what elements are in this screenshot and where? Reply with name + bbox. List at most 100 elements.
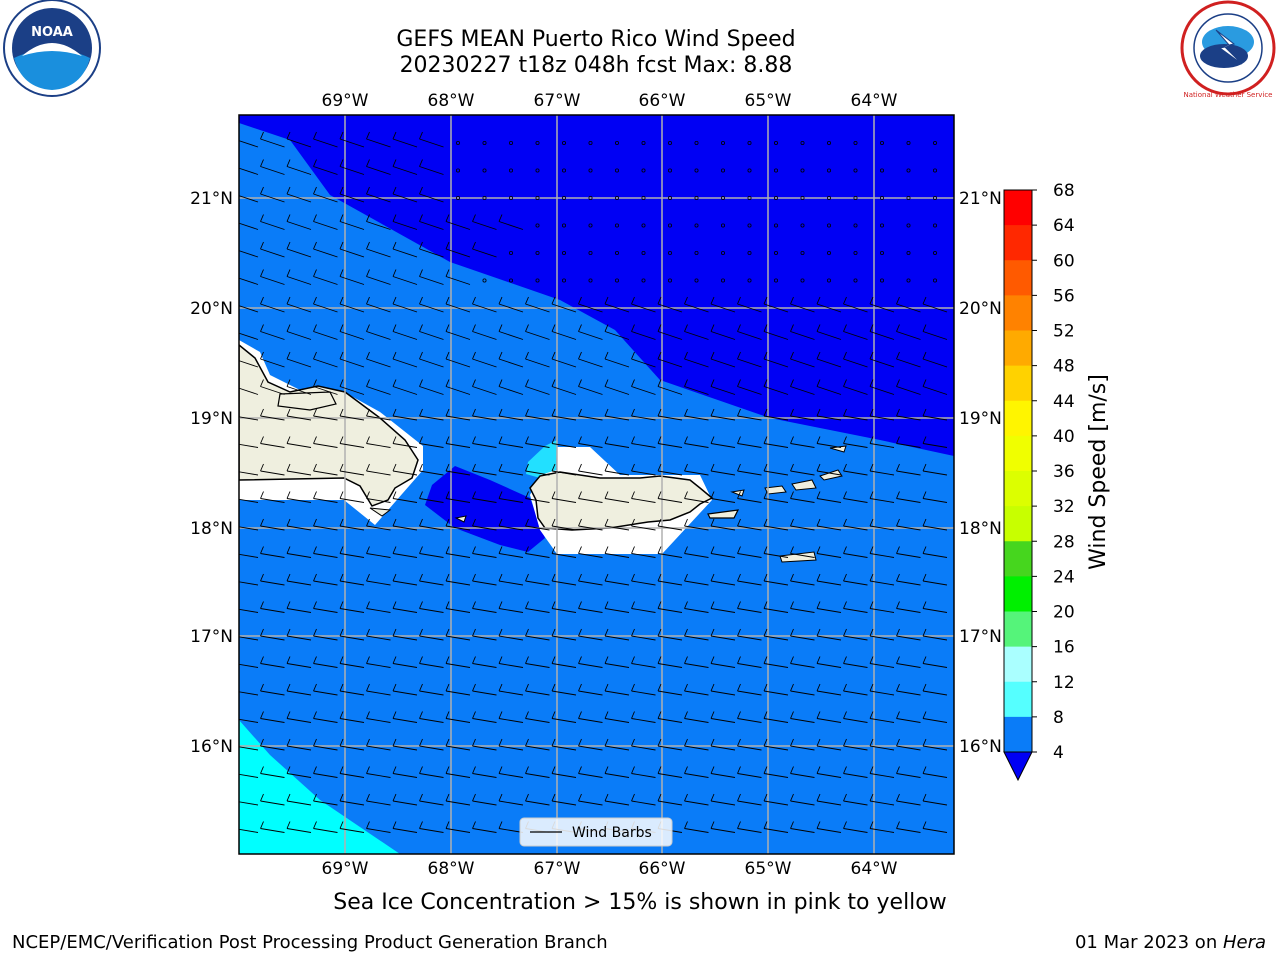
wind-barb — [525, 518, 550, 531]
calm-wind-marker — [933, 140, 938, 145]
wind-barb — [843, 408, 868, 421]
wind-barb — [710, 491, 736, 503]
wind-barb — [392, 159, 418, 175]
wind-barb — [737, 738, 762, 751]
wind-barb — [239, 636, 259, 641]
wind-barb — [445, 408, 471, 421]
wind-barb — [551, 518, 577, 531]
wind-barb — [684, 463, 709, 476]
wind-barb — [419, 159, 444, 175]
wind-barb — [392, 711, 418, 723]
wind-barb — [498, 601, 524, 613]
colorbar-tick-label: 36 — [1053, 462, 1075, 482]
wind-barb — [445, 518, 471, 531]
wind-barb — [260, 408, 285, 421]
wind-barb — [684, 573, 709, 586]
wind-barb — [684, 436, 709, 448]
wind-barb — [313, 159, 338, 175]
wind-barb — [869, 821, 895, 833]
colorbar-tick-label: 44 — [1053, 392, 1075, 412]
wind-barb — [366, 269, 391, 285]
colorbar-band — [1004, 646, 1032, 683]
calm-wind-marker — [641, 140, 646, 145]
wind-barb — [816, 491, 842, 503]
map-legend: Wind Barbs — [519, 817, 673, 847]
wind-barb — [313, 241, 338, 258]
wind-barb — [313, 214, 338, 230]
wind-barb — [339, 241, 365, 258]
wind-barb — [286, 711, 312, 723]
wind-barb — [631, 324, 656, 340]
wind-barb — [763, 601, 789, 613]
wind-barb — [657, 296, 683, 313]
colorbar-extend-triangle — [1003, 751, 1033, 782]
wind-barb — [260, 214, 285, 230]
chart-title: GEFS MEAN Puerto Rico Wind Speed — [396, 27, 796, 52]
wind-barb — [922, 324, 948, 340]
calm-wind-marker — [562, 140, 567, 145]
wind-barb — [286, 491, 312, 503]
wind-barb — [604, 766, 630, 778]
wind-barb — [763, 546, 789, 558]
wind-barb — [392, 656, 418, 668]
wind-barb — [737, 573, 762, 586]
wind-barb — [260, 711, 285, 723]
wind-barb — [472, 408, 497, 421]
wind-barb — [313, 766, 338, 778]
wind-barb — [710, 324, 736, 340]
wind-barb — [525, 711, 550, 723]
wind-barb — [239, 553, 259, 558]
wind-barb — [419, 324, 444, 340]
wind-barb — [392, 436, 418, 448]
wind-barb — [843, 518, 868, 531]
wind-barb — [419, 793, 444, 806]
calm-wind-marker — [455, 168, 460, 173]
wind-barb — [843, 436, 868, 448]
wind-barb — [472, 573, 497, 586]
wind-barb — [763, 766, 789, 778]
colorbar: 68 64 60 56 52 48 44 40 36 32 28 24 20 16 12 8 4 — [1003, 181, 1075, 782]
wind-barb — [472, 379, 497, 395]
wind-barb — [631, 491, 656, 503]
wind-barb — [286, 738, 312, 751]
wind-barb — [763, 324, 789, 340]
calm-wind-marker — [535, 168, 540, 173]
wind-barb — [604, 628, 630, 641]
wind-barb — [922, 546, 948, 558]
wind-barb — [896, 573, 921, 586]
lat-label: 20°N — [959, 299, 1002, 319]
calm-wind-marker — [694, 140, 699, 145]
wind-barb — [286, 131, 312, 148]
wind-barb — [896, 793, 921, 806]
lat-label: 21°N — [959, 189, 1002, 209]
lat-label: 17°N — [959, 627, 1002, 647]
wind-barb — [286, 214, 312, 230]
wind-barb — [922, 628, 948, 641]
wind-barb — [631, 793, 656, 806]
wind-barb — [737, 793, 762, 806]
wind-barb — [631, 601, 656, 613]
wind-barb — [631, 546, 656, 558]
wind-barb — [790, 766, 815, 778]
wind-barb — [657, 601, 683, 613]
wind-barb — [260, 546, 285, 558]
hispaniola-land — [239, 344, 419, 507]
wind-barb — [710, 793, 736, 806]
wind-barb — [313, 518, 338, 531]
wind-barb — [472, 296, 497, 313]
wind-barb — [445, 241, 471, 258]
colorbar-tick-label: 4 — [1053, 743, 1064, 763]
wind-barb — [657, 351, 683, 368]
wind-barb — [445, 324, 471, 340]
wind-barb — [445, 628, 471, 641]
wind-barb — [339, 573, 365, 586]
wind-barb — [445, 601, 471, 613]
wind-barb — [790, 628, 815, 641]
wind-barb — [631, 766, 656, 778]
wind-barb — [737, 491, 762, 503]
mona-island — [454, 515, 467, 523]
wind-barb — [392, 241, 418, 258]
wind-barb — [313, 324, 338, 340]
wind-barb — [472, 324, 497, 340]
wind-barb — [392, 296, 418, 313]
